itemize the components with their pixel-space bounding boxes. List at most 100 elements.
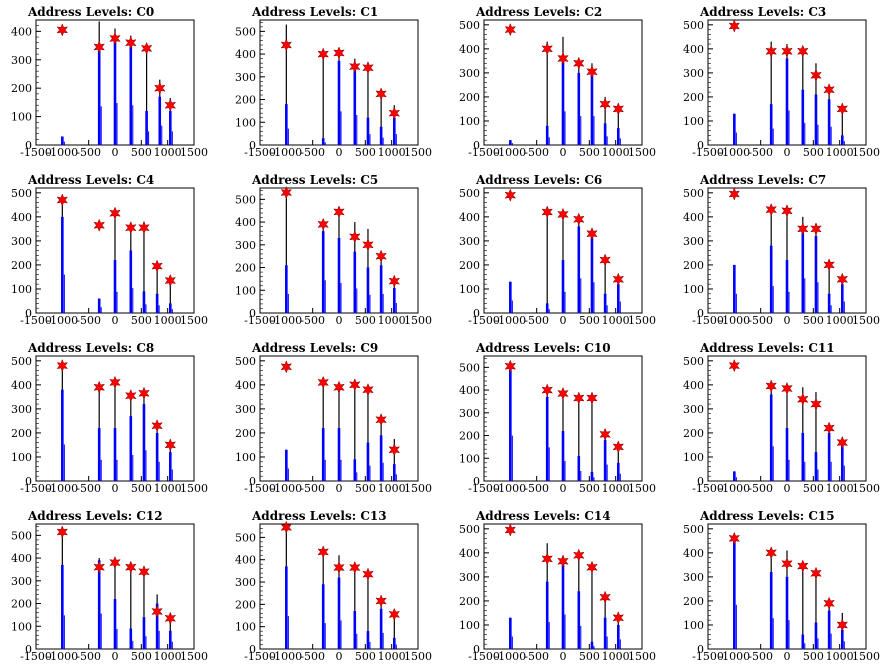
hist-bar (366, 267, 370, 313)
hist-bar (169, 452, 172, 481)
level-marker (586, 391, 598, 405)
level-marker (541, 42, 553, 56)
hist-bar (155, 603, 159, 649)
hist-side-bar (788, 459, 790, 481)
hist-bar (129, 628, 133, 649)
hist-bar (561, 60, 565, 145)
level-marker (836, 435, 849, 450)
x-tick-label: -500 (300, 482, 325, 495)
hist-side-bar (63, 615, 65, 649)
y-tick-label: 500 (235, 25, 256, 38)
y-tick-label: 100 (235, 621, 256, 634)
hist-bar (590, 471, 594, 481)
x-tick-label: 1500 (180, 314, 208, 327)
x-tick-label: 1500 (852, 482, 880, 495)
hist-bar (509, 367, 512, 481)
hist-side-bar (148, 131, 150, 145)
level-marker (504, 188, 517, 202)
level-marker (349, 378, 361, 392)
hist-bar (509, 617, 512, 649)
hist-side-bar (788, 110, 790, 145)
hist-side-bar (772, 446, 774, 481)
y-tick-label: 300 (235, 71, 256, 84)
hist-bar (97, 428, 101, 481)
level-marker (93, 560, 105, 574)
hist-bar (769, 245, 773, 313)
hist-bar (545, 303, 549, 313)
x-tick-label: 0 (336, 482, 343, 495)
hist-bar (785, 576, 789, 649)
hist-side-bar (382, 632, 384, 649)
y-tick-label: 400 (459, 43, 480, 56)
x-tick-label: 0 (112, 650, 119, 663)
hist-side-bar (830, 633, 832, 649)
hist-bar (841, 284, 844, 313)
x-tick-label: -1500 (244, 146, 276, 159)
y-tick-label: 0 (249, 139, 256, 152)
hist-peak (354, 566, 356, 649)
y-tick-label: 200 (235, 262, 256, 275)
x-tick-label: 0 (336, 650, 343, 663)
hist-bar (393, 288, 396, 313)
hist-side-bar (356, 633, 358, 649)
y-tick-label: 500 (459, 361, 480, 374)
hist-bar (785, 428, 789, 481)
level-marker (573, 548, 585, 562)
level-marker (125, 36, 137, 50)
hist-bar (769, 572, 773, 649)
level-marker (810, 397, 822, 411)
chart-svg: Address Levels: C12 0 100 200 300 400 500 -1500… (11, 509, 208, 663)
hist-bar (590, 641, 594, 649)
y-tick-label: 100 (235, 451, 256, 464)
hist-peak (393, 613, 395, 649)
hist-side-bar (619, 473, 621, 481)
x-tick-label: 1000 (602, 650, 630, 663)
x-tick-label: 500 (355, 314, 376, 327)
hist-bar (814, 622, 818, 649)
y-tick-label: 300 (11, 54, 32, 67)
level-marker (541, 552, 553, 566)
chart-title: Address Levels: C12 (27, 509, 163, 523)
hist-bar (129, 45, 133, 146)
y-tick-label: 400 (11, 552, 32, 565)
x-tick-label: 0 (336, 314, 343, 327)
hist-side-bar (171, 469, 173, 481)
level-marker (362, 238, 374, 252)
x-tick-label: 1000 (154, 146, 182, 159)
hist-side-bar (804, 461, 806, 481)
x-tick-label: 500 (803, 482, 824, 495)
hist-bar (509, 140, 512, 145)
panel-c2: Address Levels: C2 0 100 200 300 400 500 -1500-… (448, 0, 672, 168)
level-marker (557, 207, 569, 222)
hist-bar (285, 104, 288, 145)
level-marker (164, 273, 177, 288)
panel-c6: Address Levels: C6 0 100 200 300 400 500 -1500-… (448, 168, 672, 336)
y-tick-label: 300 (459, 67, 480, 80)
hist-side-bar (340, 111, 342, 145)
level-marker (781, 557, 793, 571)
chart-svg: Address Levels: C14 0 100 200 300 400 500 -1500… (459, 509, 656, 663)
x-tick-label: -500 (300, 314, 325, 327)
level-marker (781, 381, 793, 396)
y-tick-label: 500 (11, 355, 32, 368)
x-tick-label: 500 (131, 482, 152, 495)
y-tick-label: 200 (683, 259, 704, 272)
y-tick-label: 500 (683, 187, 704, 200)
hist-side-bar (340, 459, 342, 481)
x-tick-label: -1500 (20, 314, 52, 327)
hist-bar (561, 431, 565, 481)
hist-side-bar (772, 618, 774, 649)
y-tick-label: 400 (235, 554, 256, 567)
level-marker (781, 204, 793, 218)
x-tick-label: 1000 (602, 146, 630, 159)
x-tick-label: 1000 (602, 314, 630, 327)
hist-bar (769, 394, 773, 481)
hist-bar (733, 264, 736, 313)
y-tick-label: 400 (683, 211, 704, 224)
chart-svg: Address Levels: C20100200300400500-1500-… (459, 5, 656, 159)
x-tick-label: -500 (76, 650, 101, 663)
y-tick-label: 100 (11, 620, 32, 633)
hist-bar (321, 584, 325, 649)
level-marker (349, 560, 361, 575)
chart-title: Address Levels: C0 (27, 5, 154, 19)
